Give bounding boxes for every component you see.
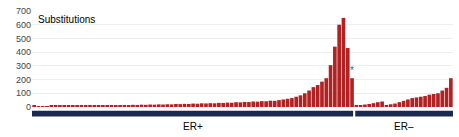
svg-text:Substitutions: Substitutions — [38, 14, 95, 25]
svg-text:700: 700 — [16, 6, 31, 16]
svg-text:ER+: ER+ — [183, 121, 203, 132]
svg-text:600: 600 — [16, 20, 31, 30]
svg-text:100: 100 — [16, 88, 31, 98]
svg-text:0: 0 — [26, 102, 31, 112]
svg-text:200: 200 — [16, 75, 31, 85]
svg-text:*: * — [350, 65, 354, 76]
svg-text:500: 500 — [16, 34, 31, 44]
svg-text:ER–: ER– — [394, 121, 414, 132]
svg-text:300: 300 — [16, 61, 31, 71]
svg-text:400: 400 — [16, 47, 31, 57]
